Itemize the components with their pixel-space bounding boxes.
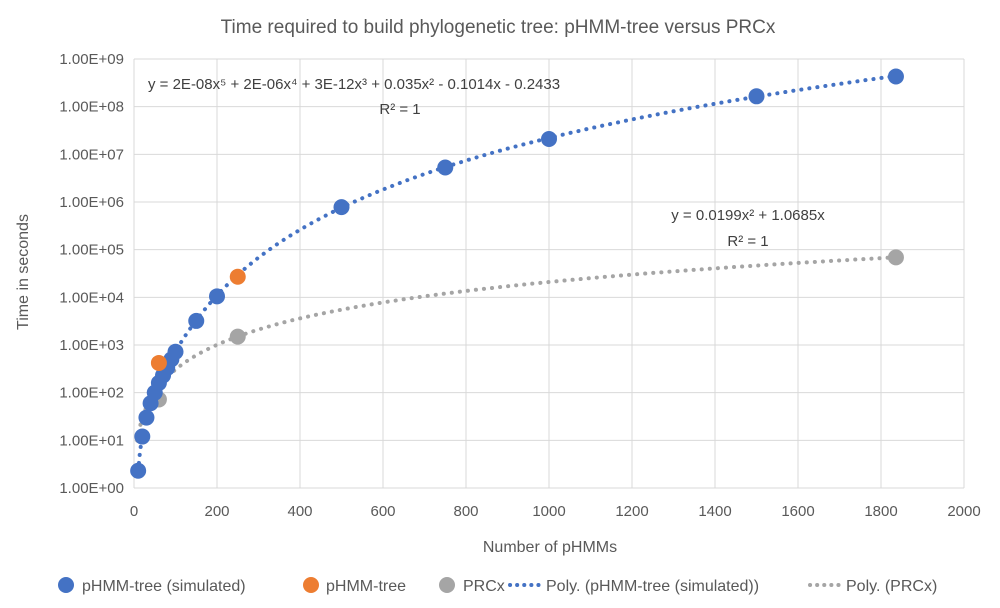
x-tick-label: 1000 [532, 503, 565, 520]
trendline-r2-prcx: R² = 1 [727, 233, 768, 250]
trendline-equation-phmm: y = 2E-08x⁵ + 2E-06x⁴ + 3E-12x³ + 0.035x… [148, 76, 560, 93]
data-point [748, 88, 765, 105]
data-point [209, 288, 225, 305]
y-tick-label: 1.00E+09 [59, 51, 124, 68]
x-tick-label: 1800 [864, 503, 897, 520]
y-tick-label: 1.00E+04 [59, 289, 124, 306]
legend-marker-phmm-simulated [58, 577, 74, 593]
y-tick-label: 1.00E+06 [59, 194, 124, 211]
legend-marker-prcx [439, 577, 455, 593]
y-tick-label: 1.00E+07 [59, 146, 124, 163]
data-point [229, 328, 246, 345]
trendline-prcx [135, 255, 898, 443]
legend-marker-phmm-tree [303, 577, 319, 593]
legend: pHMM-tree (simulated) pHMM-tree PRCx Pol… [58, 577, 937, 595]
y-tick-label: 1.00E+03 [59, 337, 124, 354]
x-tick-label: 600 [370, 503, 395, 520]
y-tick-label: 1.00E+05 [59, 242, 124, 259]
data-point [130, 462, 147, 479]
trendlines [135, 74, 898, 474]
y-tick-label: 1.00E+00 [59, 480, 124, 497]
data-point [138, 409, 155, 426]
legend-label-poly-phmm: Poly. (pHMM-tree (simulated)) [546, 578, 759, 595]
x-tick-label: 1200 [615, 503, 648, 520]
x-tick-label: 200 [204, 503, 229, 520]
y-tick-label: 1.00E+01 [59, 432, 124, 449]
x-tick-label: 1400 [698, 503, 731, 520]
data-point [887, 249, 904, 266]
trendline-r2-phmm: R² = 1 [379, 101, 420, 118]
legend-label-phmm-tree: pHMM-tree [326, 578, 406, 595]
grid [133, 58, 965, 489]
x-tick-label: 800 [453, 503, 478, 520]
x-tick-label: 2000 [947, 503, 980, 520]
data-point [229, 268, 246, 285]
x-tick-label: 400 [287, 503, 312, 520]
y-axis-ticks: 1.00E+00 1.00E+01 1.00E+02 1.00E+03 1.00E+04… [59, 51, 124, 497]
data-point [188, 312, 205, 329]
data-point [150, 354, 167, 371]
data-point [333, 199, 350, 216]
legend-label-poly-prcx: Poly. (PRCx) [846, 578, 937, 595]
y-tick-label: 1.00E+08 [59, 99, 124, 116]
x-tick-label: 0 [130, 503, 138, 520]
data-point [134, 428, 151, 445]
data-point [437, 159, 454, 176]
y-axis-title: Time in seconds [15, 214, 32, 330]
data-point [887, 68, 904, 85]
data-point [167, 343, 184, 360]
data-point [541, 130, 557, 147]
x-axis-title: Number of pHMMs [483, 539, 617, 556]
legend-label-phmm-simulated: pHMM-tree (simulated) [82, 578, 246, 595]
trendline-phmm-simulated [136, 74, 898, 474]
x-axis-ticks: 0 200 400 600 800 1000 1200 1400 1600 1800 2000 [130, 503, 981, 520]
data-points [130, 68, 904, 479]
chart-title: Time required to build phylogenetic tree… [221, 17, 776, 38]
trendline-equation-prcx: y = 0.0199x² + 1.0685x [671, 207, 825, 224]
y-tick-label: 1.00E+02 [59, 385, 124, 402]
legend-label-prcx: PRCx [463, 578, 505, 595]
x-tick-label: 1600 [781, 503, 814, 520]
